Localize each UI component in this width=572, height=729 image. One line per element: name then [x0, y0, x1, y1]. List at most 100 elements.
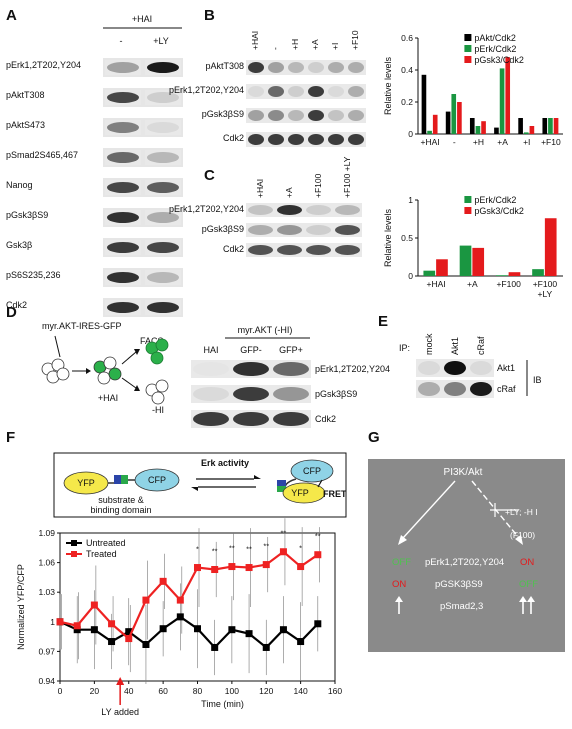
- legend-swatch-pgsk3-cdk2: [464, 56, 472, 63]
- legend-label-perk-cdk2: pErk/Cdk2: [474, 44, 516, 54]
- pi3k-label: PI3K/Akt: [444, 467, 483, 478]
- x-tick-label: +I: [523, 137, 530, 147]
- x-tick-label: +F100: [533, 279, 558, 289]
- blot-a-band: [105, 90, 141, 105]
- blot-b-band: [306, 108, 326, 123]
- y-tick-label: 1: [408, 195, 413, 205]
- bar-pakt-cdk2-i: [518, 118, 523, 134]
- bar-perk-cdk2-: [451, 94, 457, 134]
- cell-cluster-green: [145, 338, 169, 365]
- bar-pakt-cdk2-h: [469, 118, 475, 134]
- blot-e-row-label: Akt1: [497, 363, 515, 373]
- panel-b-chart: 0 0.2 0.4 0.6 Relative levels +HAI - +H +A +I +F10…: [383, 33, 563, 147]
- blot-b-band: [286, 132, 306, 147]
- y-tick-label: 0: [408, 129, 413, 139]
- x-tick-label: 80: [193, 686, 203, 696]
- bar-pgsk3-cdk2-: [457, 102, 462, 134]
- x-tick-label: 40: [124, 686, 134, 696]
- legend-label-perk-cdk2: pErk/Cdk2: [474, 195, 516, 205]
- blot-b-lane-label: +H: [290, 39, 300, 50]
- x-tick-label: +HAI: [427, 279, 446, 289]
- blot-a-row-label: pErk1,2T202,Y204: [6, 60, 81, 70]
- blot-a-band: [145, 150, 181, 165]
- point-untreated: [159, 625, 167, 633]
- blot-c-row-label: pErk1,2T202,Y204: [169, 204, 244, 214]
- cell-cluster-white: [41, 358, 70, 384]
- panel-f-letter: F: [6, 429, 15, 446]
- blot-a-band: [145, 210, 181, 225]
- yfp-label-right: YFP: [291, 488, 309, 498]
- bar-perk-cdk2-f10: [548, 118, 553, 134]
- blot-d-band: [191, 385, 231, 403]
- blot-b-band: [326, 108, 346, 123]
- blot-b-band: [266, 60, 286, 75]
- blot-d-lane-label: HAI: [203, 345, 218, 355]
- blot-a-band: [145, 120, 181, 135]
- blot-a-band: [145, 240, 181, 255]
- blot-d-band: [271, 385, 311, 403]
- perk-label: pErk1,2T202,Y204: [425, 557, 504, 568]
- blot-c-band: [275, 243, 304, 257]
- legend-marker-untreated: [71, 540, 77, 546]
- panel-b-blots: +HAI - +H +A +I +F10 pAktT308 pErk1,2T202,Y204 p…: [169, 30, 366, 147]
- blot-a-row-label: Gsk3β: [6, 240, 32, 250]
- blot-b-band: [286, 84, 306, 99]
- x-tick-label: +HAI: [421, 137, 440, 147]
- significance-mark: **: [263, 542, 269, 551]
- blot-c-band: [304, 243, 333, 257]
- x-tick-label: +F100: [496, 279, 521, 289]
- point-treated: [194, 564, 201, 572]
- point-untreated: [211, 643, 219, 651]
- y-tick-label: 1.06: [38, 558, 55, 568]
- blot-e-lane-label: mock: [424, 333, 434, 355]
- blot-d-band: [231, 410, 271, 428]
- cfp-icon-fret: [290, 459, 334, 483]
- blot-a-band: [105, 150, 141, 165]
- panel-d: D myr.AKT-IRES-GFP +HAI FACS -HI myr.AKT…: [6, 304, 390, 428]
- blot-a-band: [145, 270, 181, 285]
- blot-c-band: [304, 203, 333, 217]
- bar-pakt-cdk2-: [445, 111, 451, 134]
- bar-perk-cdk2-a: [499, 68, 505, 134]
- y-tick-label: 0.6: [401, 33, 413, 43]
- bar-perk-cdk2-f100: [495, 275, 508, 276]
- blot-a-band: [145, 300, 181, 315]
- blot-a-band: [105, 240, 141, 255]
- panel-e-letter: E: [378, 313, 388, 330]
- blot-c-row-label: pGsk3βS9: [202, 224, 244, 234]
- panel-d-construct: myr.AKT-IRES-GFP: [42, 321, 122, 331]
- blot-a-row-label: pS6S235,236: [6, 270, 61, 280]
- blot-b-band: [266, 132, 286, 147]
- y-tick-label: 0.2: [401, 97, 413, 107]
- blot-b-band: [266, 84, 286, 99]
- point-untreated: [245, 630, 253, 638]
- bar-perk-cdk2-hai: [423, 270, 436, 276]
- substrate-icon: [114, 475, 121, 484]
- x-tick-label: +F10: [541, 137, 561, 147]
- on-right-label: ON: [520, 557, 534, 568]
- panel-a-col-ly: +LY: [153, 36, 169, 46]
- off-right-label: OFF: [519, 579, 538, 590]
- psmad-label: pSmad2,3: [440, 601, 483, 612]
- blot-e-lane-label: Akt1: [450, 337, 460, 355]
- blot-b-band: [346, 108, 366, 123]
- point-untreated: [73, 626, 81, 634]
- blot-d-band: [231, 385, 271, 403]
- blot-b-band: [326, 132, 346, 147]
- bar-pgsk3-cdk2-hai: [432, 114, 438, 134]
- on-left-label: ON: [392, 579, 406, 590]
- blot-b-band: [246, 84, 266, 99]
- panel-e-blots: mock Akt1 cRaf Akt1 cRaf IB: [416, 333, 542, 398]
- point-treated: [262, 561, 270, 569]
- point-treated: [73, 622, 81, 630]
- blot-b-band: [346, 84, 366, 99]
- significance-mark: **: [246, 545, 252, 554]
- blot-e-row-label: cRaf: [497, 384, 516, 394]
- blot-d-row-label: pGsk3βS9: [315, 389, 357, 399]
- x-tick-label: +H: [473, 137, 484, 147]
- point-treated: [56, 618, 64, 626]
- panel-g: G PI3K/Akt +LY; -H I (F100) OFF pErk1,2T…: [368, 429, 565, 652]
- point-treated: [245, 564, 253, 572]
- blot-e-band: [468, 380, 494, 398]
- series-line-untreated: [59, 615, 319, 650]
